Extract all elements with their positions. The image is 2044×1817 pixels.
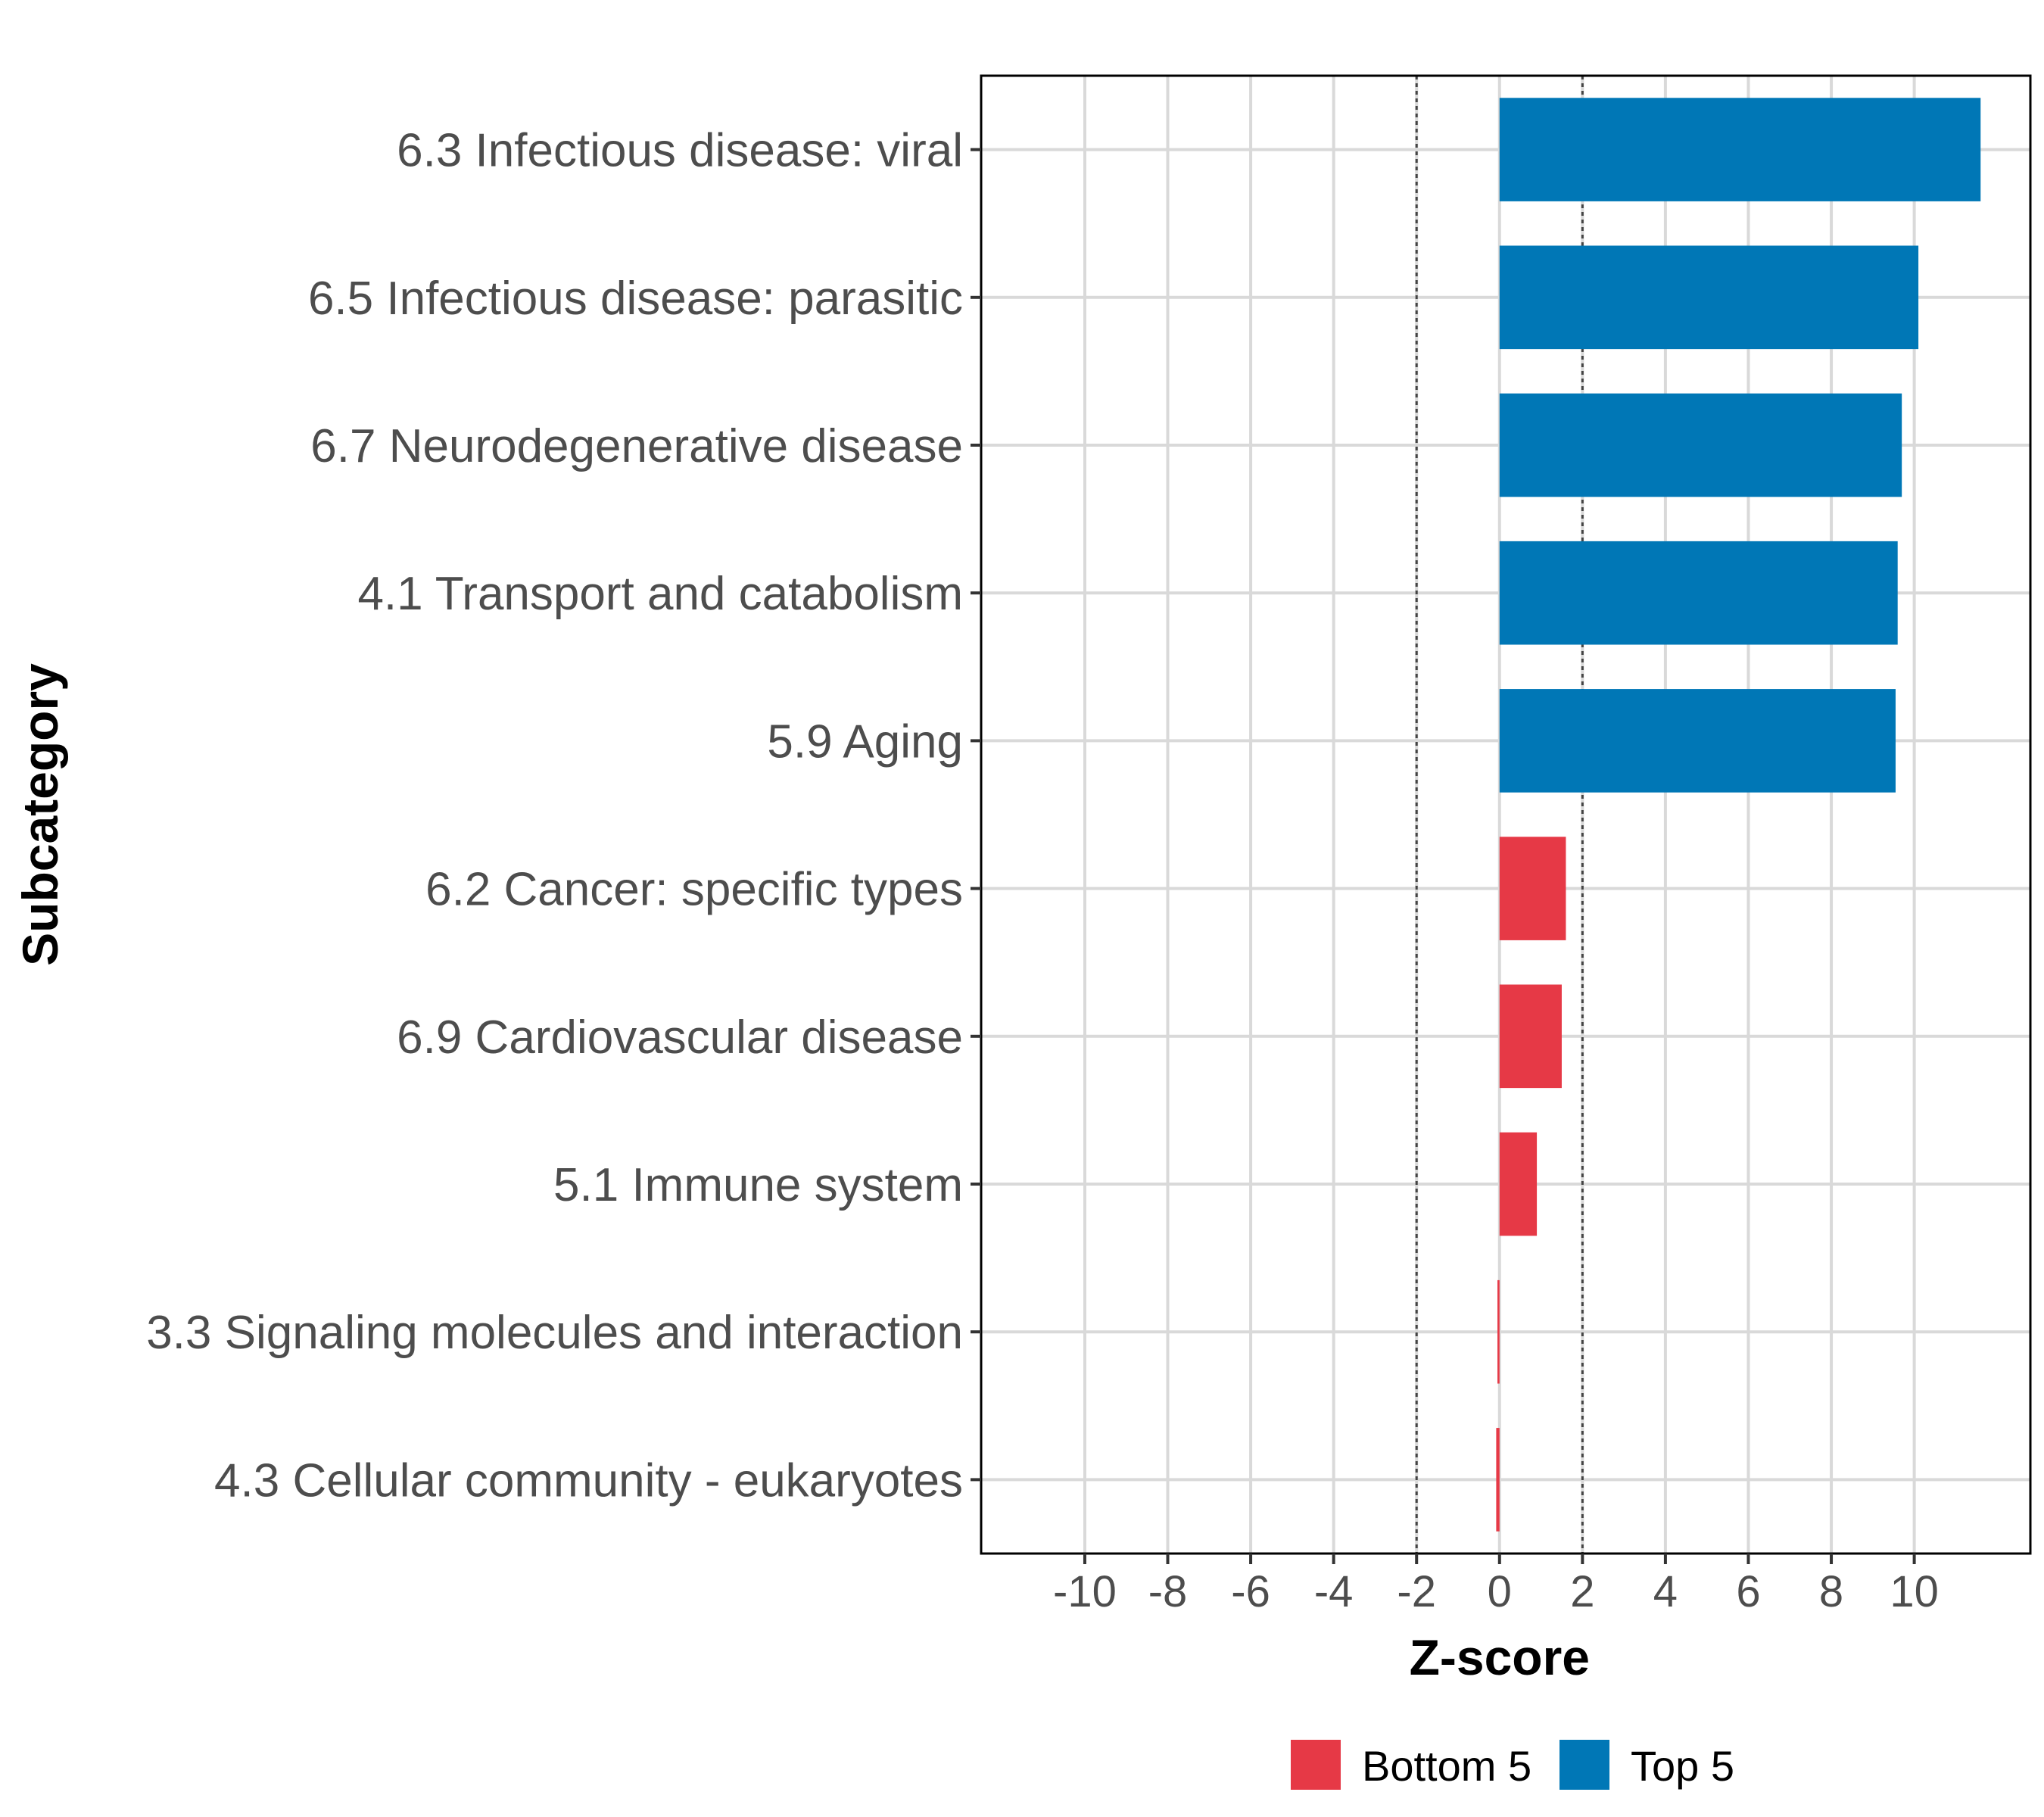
x-tick-label: -8 (1148, 1567, 1188, 1616)
legend-swatch (1291, 1740, 1341, 1790)
bar (1499, 98, 1981, 201)
x-tick-label: 8 (1819, 1567, 1843, 1616)
bar (1499, 541, 1898, 645)
x-tick-label: 0 (1488, 1567, 1512, 1616)
y-axis-ticks: 6.3 Infectious disease: viral 6.5 Infecti… (146, 125, 981, 1507)
x-tick-label: -2 (1397, 1567, 1436, 1616)
y-tick-label: 5.9 Aging (767, 715, 963, 768)
y-tick-label: 6.5 Infectious disease: parasitic (308, 273, 963, 325)
bars (1496, 98, 1981, 1532)
x-tick-label: 2 (1570, 1567, 1594, 1616)
legend: Bottom 5 Top 5 (1291, 1740, 1734, 1790)
y-tick-label: 3.3 Signaling molecules and interaction (146, 1307, 963, 1359)
bar (1499, 393, 1902, 497)
legend-label: Top 5 (1631, 1742, 1734, 1790)
bar (1499, 245, 1919, 350)
plot-panel-border (980, 74, 2032, 1555)
bar (1499, 1132, 1538, 1236)
y-tick-label: 4.3 Cellular community - eukaryotes (214, 1454, 963, 1507)
y-tick-label: 5.1 Immune system (553, 1159, 963, 1211)
bar (1497, 1279, 1500, 1384)
x-tick-label: 4 (1653, 1567, 1678, 1616)
x-tick-label: -6 (1231, 1567, 1270, 1616)
legend-label: Bottom 5 (1362, 1742, 1531, 1790)
y-tick-label: 6.3 Infectious disease: viral (397, 125, 963, 177)
y-tick-label: 6.7 Neurodegenerative disease (310, 420, 963, 472)
y-tick-label: 6.2 Cancer: specific types (425, 864, 963, 916)
x-tick-label: -10 (1053, 1567, 1117, 1616)
bar (1499, 689, 1896, 793)
x-axis-title: Z-score (1410, 1629, 1590, 1685)
legend-swatch (1559, 1740, 1609, 1790)
bar (1496, 1428, 1500, 1532)
x-tick-label: 10 (1890, 1567, 1939, 1616)
x-axis-ticks: -10 -8 -6 -4 -2 0 2 4 6 8 10 (1053, 1554, 1939, 1616)
bar (1499, 837, 1566, 940)
bar (1499, 984, 1562, 1089)
y-tick-label: 6.9 Cardiovascular disease (397, 1011, 963, 1064)
x-tick-label: -4 (1314, 1567, 1354, 1616)
y-tick-label: 4.1 Transport and catabolism (357, 568, 963, 620)
x-tick-label: 6 (1736, 1567, 1760, 1616)
y-axis-title: Subcategory (12, 663, 68, 966)
